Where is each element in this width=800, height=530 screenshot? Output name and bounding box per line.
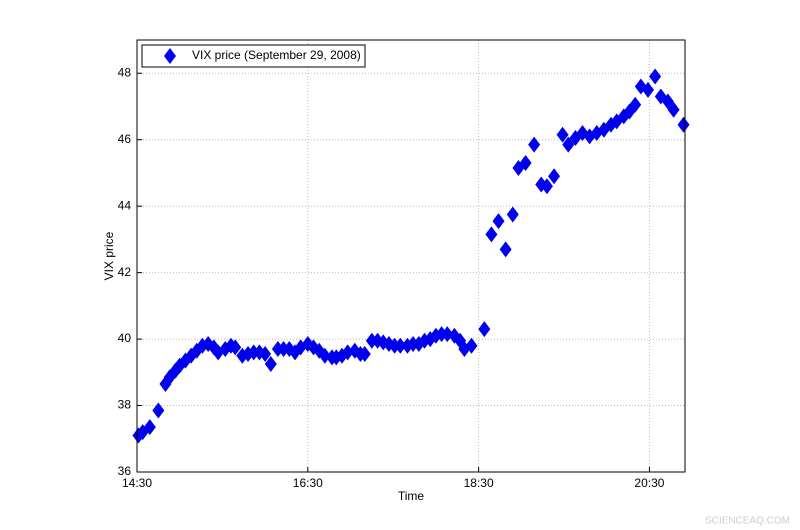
data-point [562,136,575,153]
data-point [629,96,642,113]
y-tick-label: 38 [118,398,132,412]
legend-marker [164,48,176,64]
data-point [143,419,156,436]
data-point [478,321,491,338]
data-point [499,241,512,258]
data-point [492,213,505,230]
x-tick-label: 18:30 [464,476,494,490]
data-point [641,81,654,98]
y-tick-label: 46 [118,132,132,146]
legend-label: VIX price (September 29, 2008) [192,48,361,62]
data-point [465,337,478,354]
data-point [264,356,277,372]
y-tick-label: 42 [118,265,132,279]
data-point [548,168,561,185]
data-point [677,116,690,133]
data-point [649,68,662,85]
y-axis-label: VIX price [102,231,116,280]
watermark: SCIENCEAQ.COM [705,516,790,527]
x-tick-label: 16:30 [293,476,323,490]
data-point [556,126,569,143]
data-point [259,346,272,363]
data-point [528,136,541,153]
data-point [506,206,519,223]
y-tick-label: 36 [118,464,132,478]
data-point [519,154,532,171]
data-point [540,178,553,195]
legend-box [141,44,366,68]
data-point [667,101,680,118]
x-tick-label: 14:30 [122,476,152,490]
data-point [229,339,242,356]
y-tick-label: 48 [118,65,132,79]
x-tick-label: 20:30 [634,476,664,490]
y-tick-label: 40 [118,331,132,345]
data-point [152,402,165,419]
data-point [358,346,371,363]
plot-area [137,40,685,472]
y-tick-label: 44 [118,198,132,212]
data-point [394,337,407,354]
data-point [485,226,498,243]
data-point [597,121,610,138]
plot-frame [136,39,686,473]
x-axis-label: Time [398,489,425,503]
